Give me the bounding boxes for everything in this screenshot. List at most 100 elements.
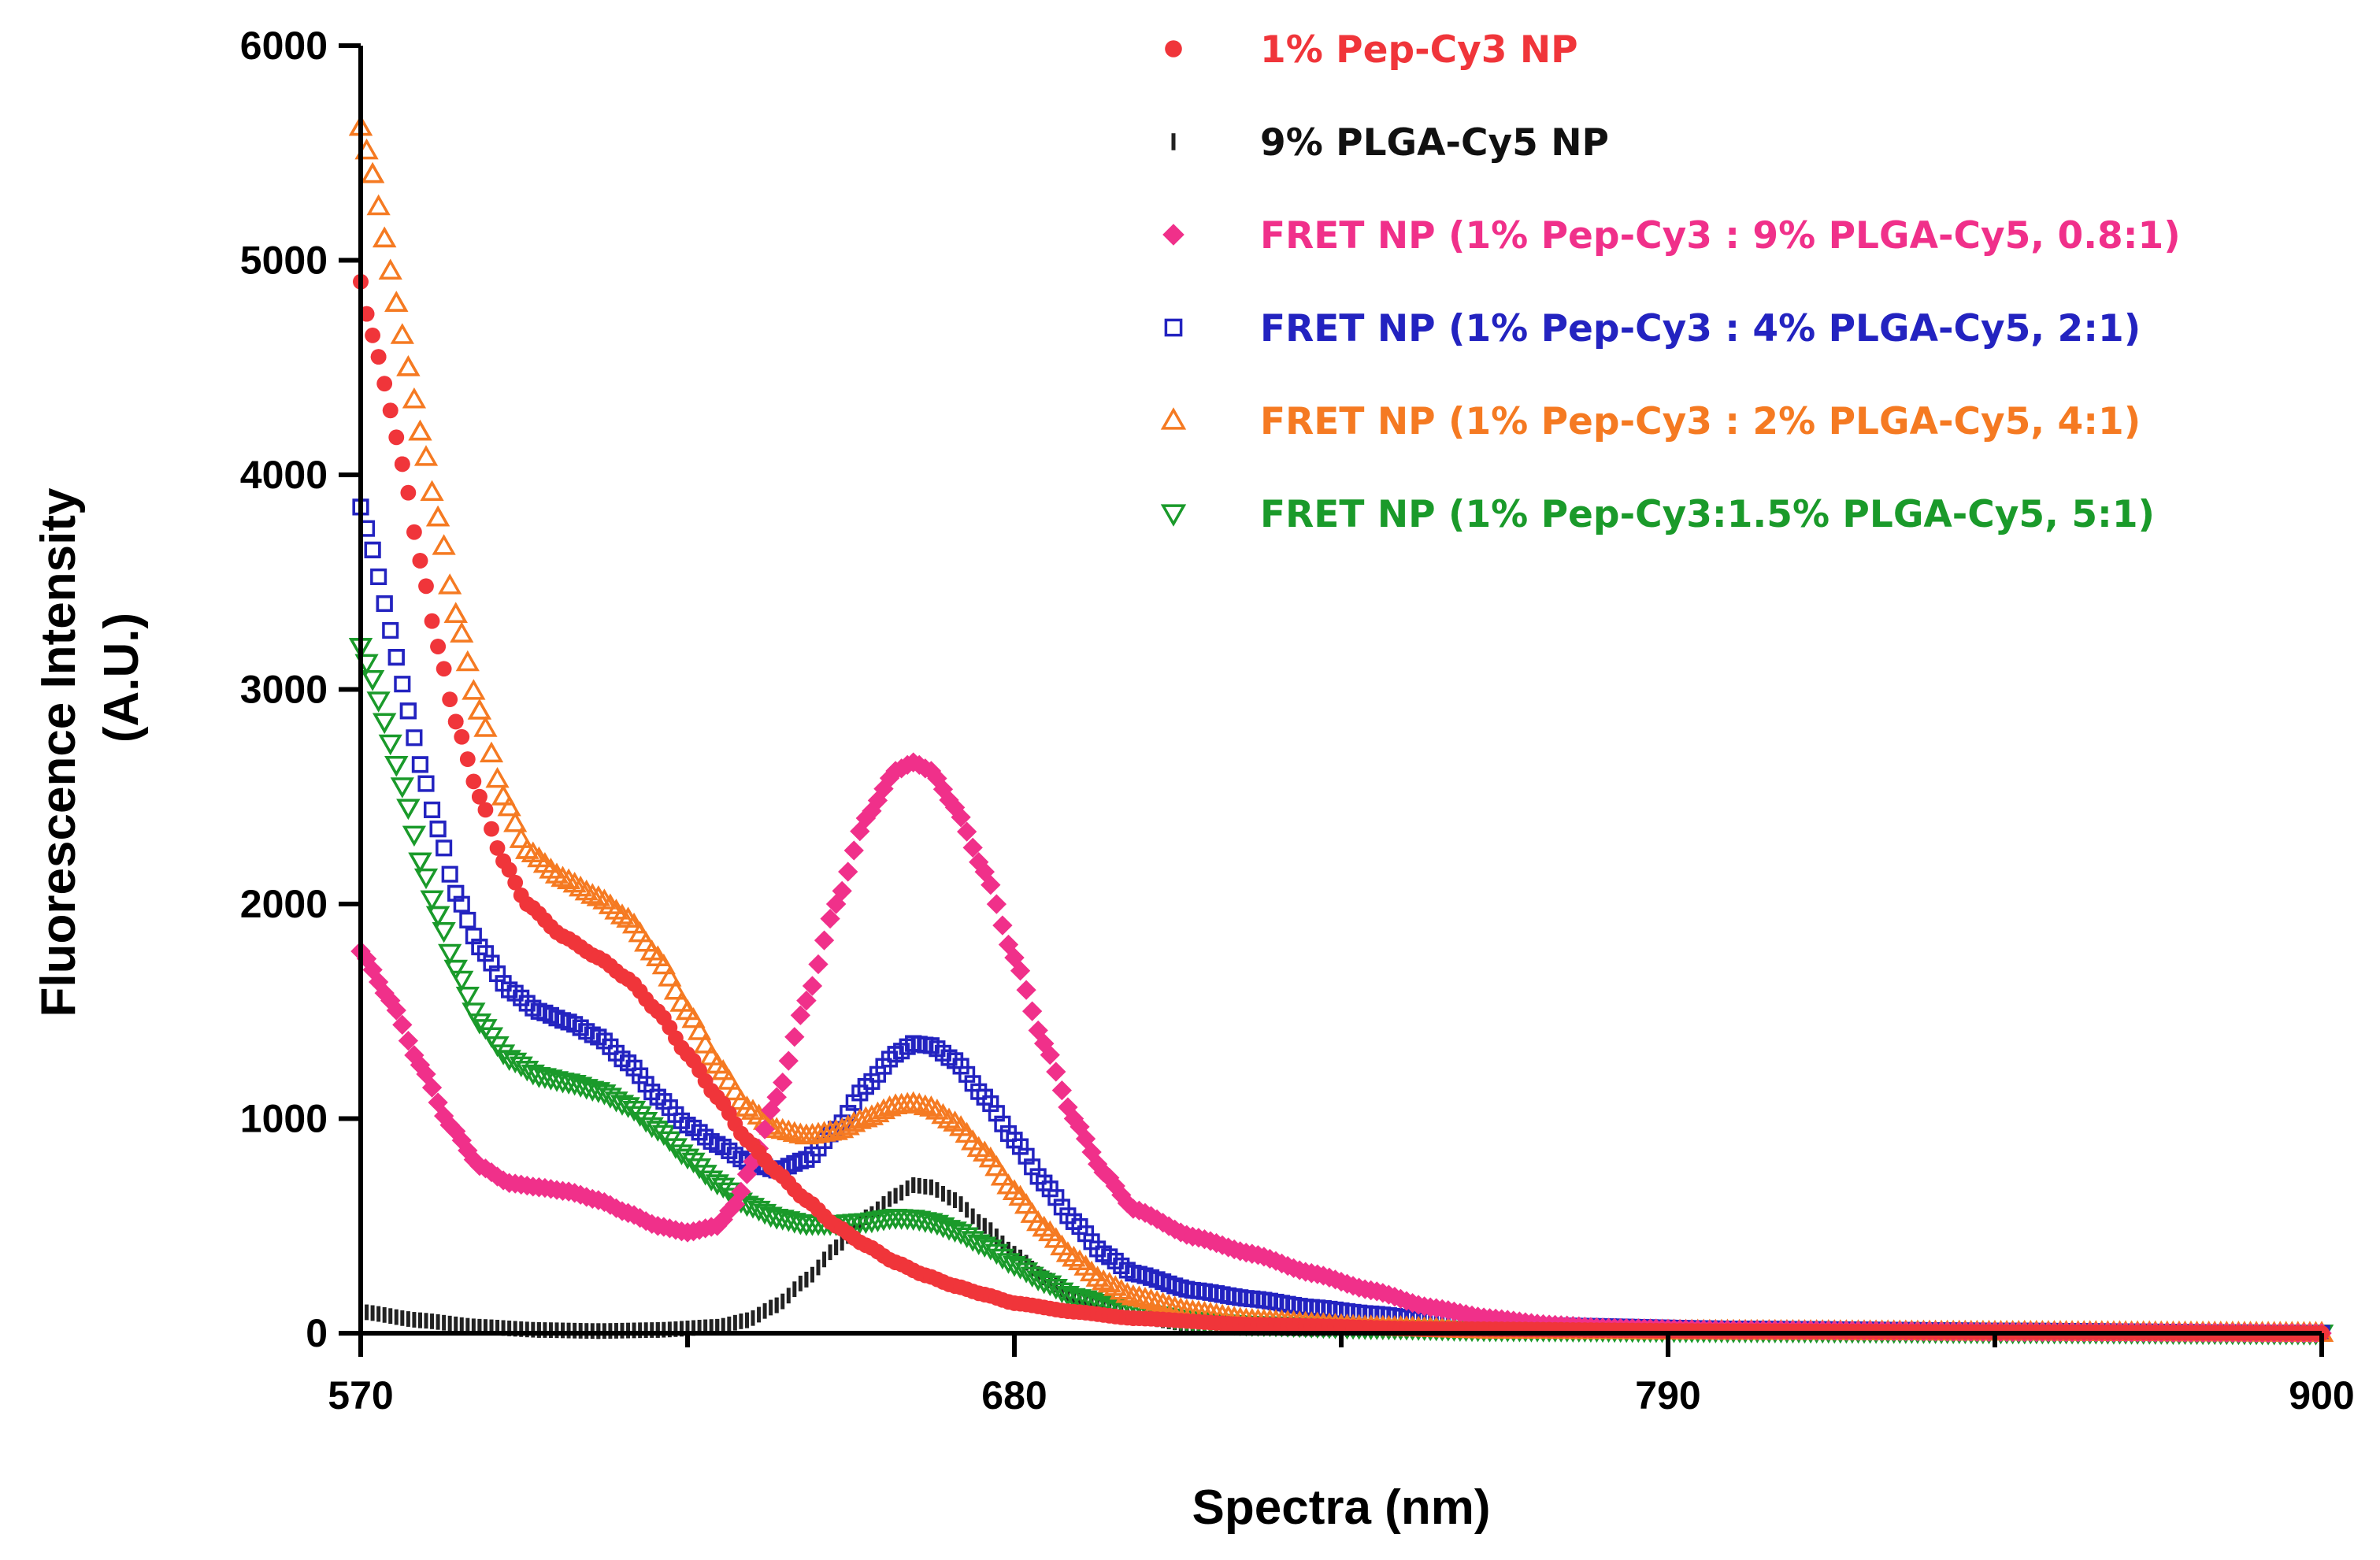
series-marker xyxy=(1058,1097,1078,1117)
series-marker xyxy=(998,934,1019,955)
series-marker xyxy=(432,534,456,555)
series-marker xyxy=(406,729,423,747)
series-marker xyxy=(462,1002,486,1024)
series-marker xyxy=(418,578,434,595)
series-marker xyxy=(370,349,387,365)
series-marker xyxy=(875,1201,880,1217)
series-marker xyxy=(365,327,380,343)
series-marker xyxy=(454,728,470,745)
series-marker xyxy=(832,880,852,902)
series-marker xyxy=(662,1321,666,1338)
x-tick-label: 570 xyxy=(328,1373,393,1417)
series-marker xyxy=(840,1235,844,1251)
series-marker xyxy=(766,1087,787,1107)
series-marker xyxy=(382,622,399,639)
series-marker xyxy=(362,959,383,980)
series-marker xyxy=(828,1244,832,1261)
series-marker xyxy=(450,970,474,992)
series-marker xyxy=(420,890,444,912)
series-marker xyxy=(438,943,462,965)
series-marker xyxy=(820,908,840,929)
data-point xyxy=(399,702,417,720)
series-marker xyxy=(715,1318,720,1335)
series-marker xyxy=(770,1117,795,1139)
series-marker xyxy=(578,1323,583,1339)
series-marker xyxy=(919,1095,943,1117)
series-marker xyxy=(373,713,397,735)
series-marker xyxy=(786,1288,791,1304)
series-marker xyxy=(792,1281,797,1298)
series-marker xyxy=(988,1222,993,1239)
series-marker xyxy=(368,972,389,992)
series-marker xyxy=(655,1322,660,1338)
series-marker xyxy=(862,801,882,821)
series-marker xyxy=(923,1178,928,1195)
series-marker xyxy=(388,1308,393,1325)
series-marker xyxy=(373,226,397,248)
series-marker xyxy=(905,1180,910,1196)
legend-label: 1% Pep-Cy3 NP xyxy=(1260,28,1578,72)
series-marker xyxy=(497,795,521,817)
legend-label: FRET NP (1% Pep-Cy3:1.5% PLGA-Cy5, 5:1) xyxy=(1260,493,2155,536)
series-marker xyxy=(1000,1235,1005,1251)
series-marker xyxy=(384,756,409,777)
series-marker xyxy=(784,1027,805,1047)
series-marker xyxy=(994,1228,999,1244)
series-marker xyxy=(412,1312,417,1328)
series-marker xyxy=(370,568,387,585)
series-marker xyxy=(458,1140,478,1161)
series-layer xyxy=(348,114,2334,1346)
series-marker xyxy=(455,650,480,672)
series-marker xyxy=(769,1299,773,1316)
series-marker xyxy=(501,862,517,878)
series-marker xyxy=(573,1322,577,1339)
series-marker xyxy=(658,1131,682,1153)
legend-item-1: 1% Pep-Cy3 NP xyxy=(1165,28,1578,72)
series-marker xyxy=(709,1319,714,1335)
series-marker xyxy=(378,734,402,756)
series-marker xyxy=(778,1050,799,1071)
series-marker xyxy=(536,1322,541,1338)
series-marker xyxy=(780,1293,785,1310)
series-marker xyxy=(651,1125,676,1147)
series-marker xyxy=(376,1306,381,1322)
series-marker xyxy=(406,1311,410,1327)
series-marker xyxy=(663,1138,688,1159)
series-marker xyxy=(465,1317,470,1334)
series-marker xyxy=(394,1309,399,1325)
series-marker xyxy=(360,161,385,183)
series-marker xyxy=(566,1322,571,1339)
series-marker xyxy=(392,1014,413,1036)
series-marker xyxy=(586,885,610,906)
series-marker xyxy=(723,1079,747,1101)
data-point xyxy=(429,821,447,838)
series-marker xyxy=(1021,1001,1043,1021)
series-marker xyxy=(382,402,399,419)
series-marker xyxy=(554,1322,559,1339)
series-marker xyxy=(556,868,581,890)
series-marker xyxy=(543,1322,547,1338)
legend-marker xyxy=(1165,40,1182,57)
series-marker xyxy=(425,906,450,928)
series-marker xyxy=(713,1210,733,1230)
series-marker xyxy=(621,1100,647,1122)
y-axis-title: Fluorescence Intensity (A.U.) xyxy=(32,487,149,1017)
series-marker xyxy=(515,838,539,859)
series-marker xyxy=(465,773,482,790)
series-marker xyxy=(424,1313,428,1329)
series-marker xyxy=(610,903,635,925)
legend-item-3: FRET NP (1% Pep-Cy3 : 9% PLGA-Cy5, 0.8:1… xyxy=(1162,214,2181,258)
ticks-layer: 0 1000 2000 3000 4000 5000 6000 570 680 790 900 xyxy=(240,24,2355,1417)
series-marker xyxy=(412,553,428,569)
y-tick-label: 5000 xyxy=(240,239,328,283)
series-marker xyxy=(628,921,652,943)
series-3 xyxy=(350,752,2332,1343)
series-marker xyxy=(899,1184,904,1201)
data-point xyxy=(411,756,429,773)
series-marker xyxy=(429,821,447,838)
x-tick-label: 790 xyxy=(1635,1373,1700,1417)
series-marker xyxy=(411,756,429,773)
series-marker xyxy=(907,1092,932,1113)
series-marker xyxy=(519,1321,524,1337)
